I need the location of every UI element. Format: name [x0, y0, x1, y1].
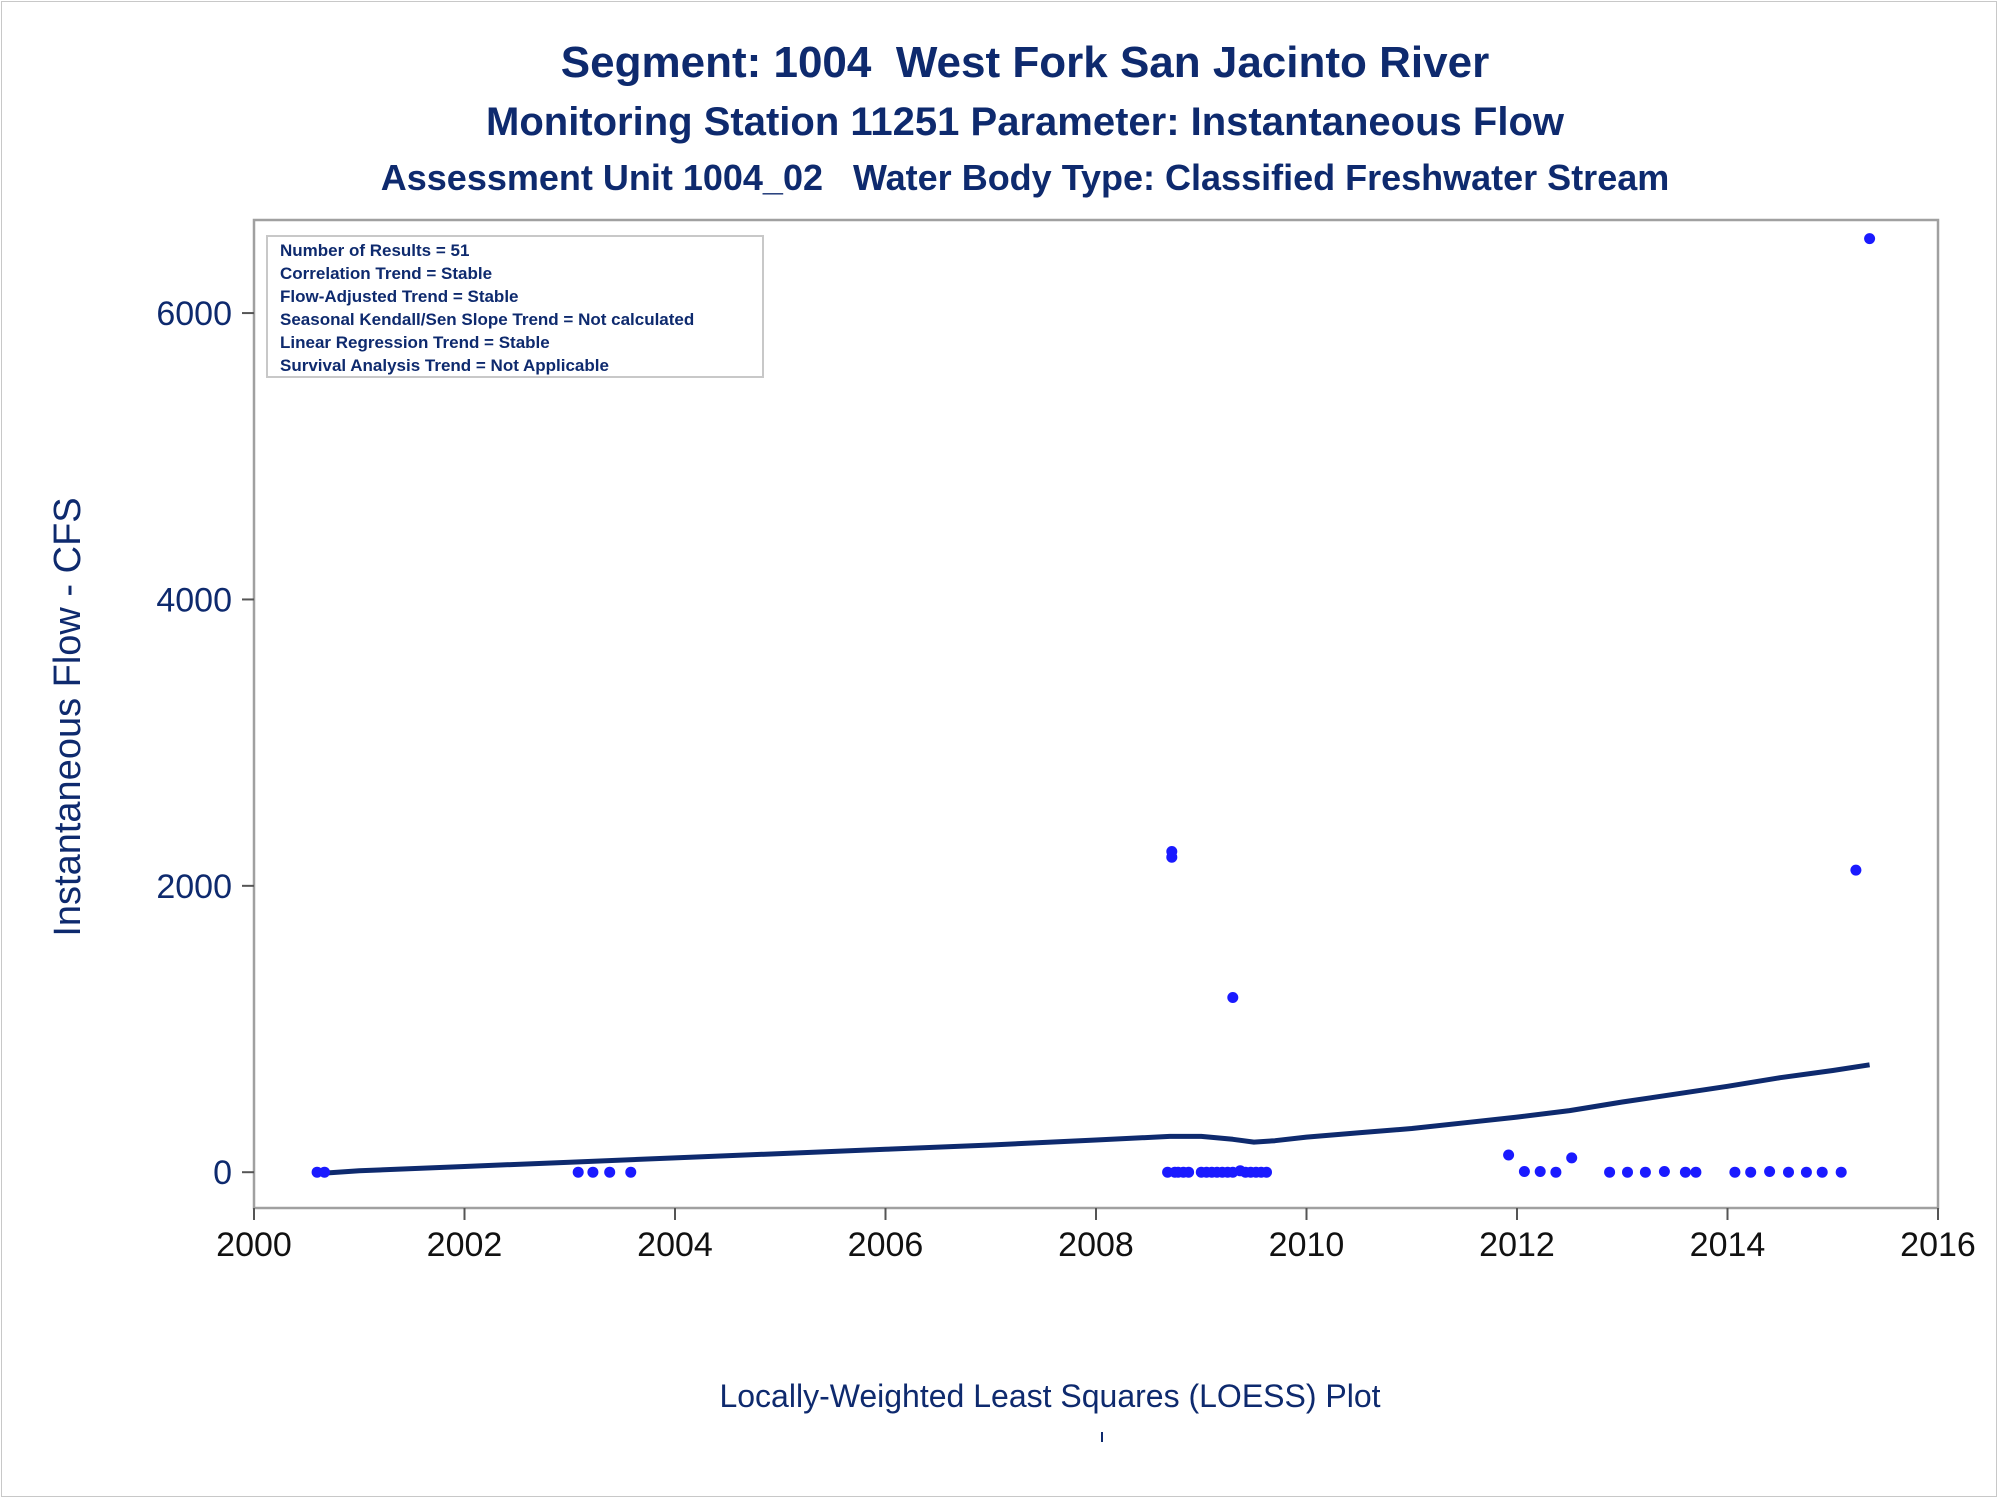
stats-line: Flow-Adjusted Trend = Stable [280, 287, 519, 306]
data-point [1690, 1166, 1702, 1178]
y-tick-label: 2000 [156, 868, 232, 906]
data-point [1227, 992, 1239, 1003]
y-tick-label: 6000 [156, 295, 232, 333]
loess-line [316, 1062, 1870, 1177]
data-point [1639, 1166, 1651, 1178]
stats-line: Correlation Trend = Stable [280, 264, 492, 283]
x-tick-label: 2012 [1479, 1226, 1555, 1264]
data-point [1850, 864, 1862, 876]
footnote-mark [1101, 1432, 1103, 1442]
data-point [604, 1166, 616, 1178]
data-point [572, 1166, 584, 1178]
loess-line-layer [316, 1062, 1870, 1177]
stats-line: Number of Results = 51 [280, 241, 469, 260]
data-point [1816, 1166, 1828, 1178]
x-tick-label: 2004 [637, 1226, 713, 1264]
plot-footnote: Locally-Weighted Least Squares (LOESS) P… [719, 1378, 1381, 1414]
stats-box-border [266, 235, 764, 378]
stats-line: Survival Analysis Trend = Not Applicable [280, 356, 609, 375]
x-tick-label: 2008 [1058, 1226, 1134, 1264]
data-point [1800, 1166, 1812, 1178]
stats-box: Number of Results = 51 Correlation Trend … [266, 235, 764, 378]
data-point [1503, 1149, 1515, 1161]
chart-title: Segment: 1004 West Fork San Jacinto Rive… [560, 38, 1490, 87]
data-point [1658, 1166, 1670, 1177]
data-point [1729, 1166, 1741, 1178]
x-tick-label: 2006 [848, 1226, 924, 1264]
x-tick-label: 2000 [216, 1226, 292, 1264]
chart-subtitle-2: Assessment Unit 1004_02 Water Body Type:… [380, 157, 1670, 198]
data-point [1764, 1166, 1776, 1177]
x-tick-label: 2016 [1900, 1226, 1976, 1264]
chart-subtitle: Monitoring Station 11251 Parameter: Inst… [486, 100, 1564, 144]
data-point [1622, 1166, 1633, 1178]
x-tick-label: 2002 [427, 1226, 503, 1264]
data-point [1566, 1152, 1578, 1164]
data-point [1166, 846, 1178, 857]
y-tick-label: 4000 [156, 581, 232, 619]
data-point [1604, 1166, 1616, 1178]
data-point [1518, 1166, 1530, 1177]
data-point [1835, 1166, 1847, 1178]
data-point [1864, 233, 1876, 245]
data-point [1783, 1166, 1794, 1178]
axes: 0 2000 4000 6000 2000 2002 2004 2006 2008 2010 201… [156, 295, 1975, 1264]
points-layer [311, 233, 1876, 1178]
data-point [625, 1166, 637, 1178]
y-axis-label: Instantaneous Flow - CFS [47, 497, 89, 936]
y-tick-label: 0 [213, 1154, 232, 1192]
data-point [1745, 1166, 1757, 1178]
stats-line: Linear Regression Trend = Stable [280, 333, 550, 352]
data-point [587, 1166, 599, 1178]
data-point [1534, 1166, 1546, 1177]
x-tick-label: 2014 [1690, 1226, 1766, 1264]
stats-line: Seasonal Kendall/Sen Slope Trend = Not c… [280, 310, 694, 329]
data-point [1550, 1166, 1562, 1178]
data-point [319, 1166, 330, 1178]
data-point [1261, 1166, 1272, 1178]
x-tick-label: 2010 [1269, 1226, 1345, 1264]
data-point [1679, 1166, 1691, 1178]
data-point [1183, 1166, 1195, 1178]
